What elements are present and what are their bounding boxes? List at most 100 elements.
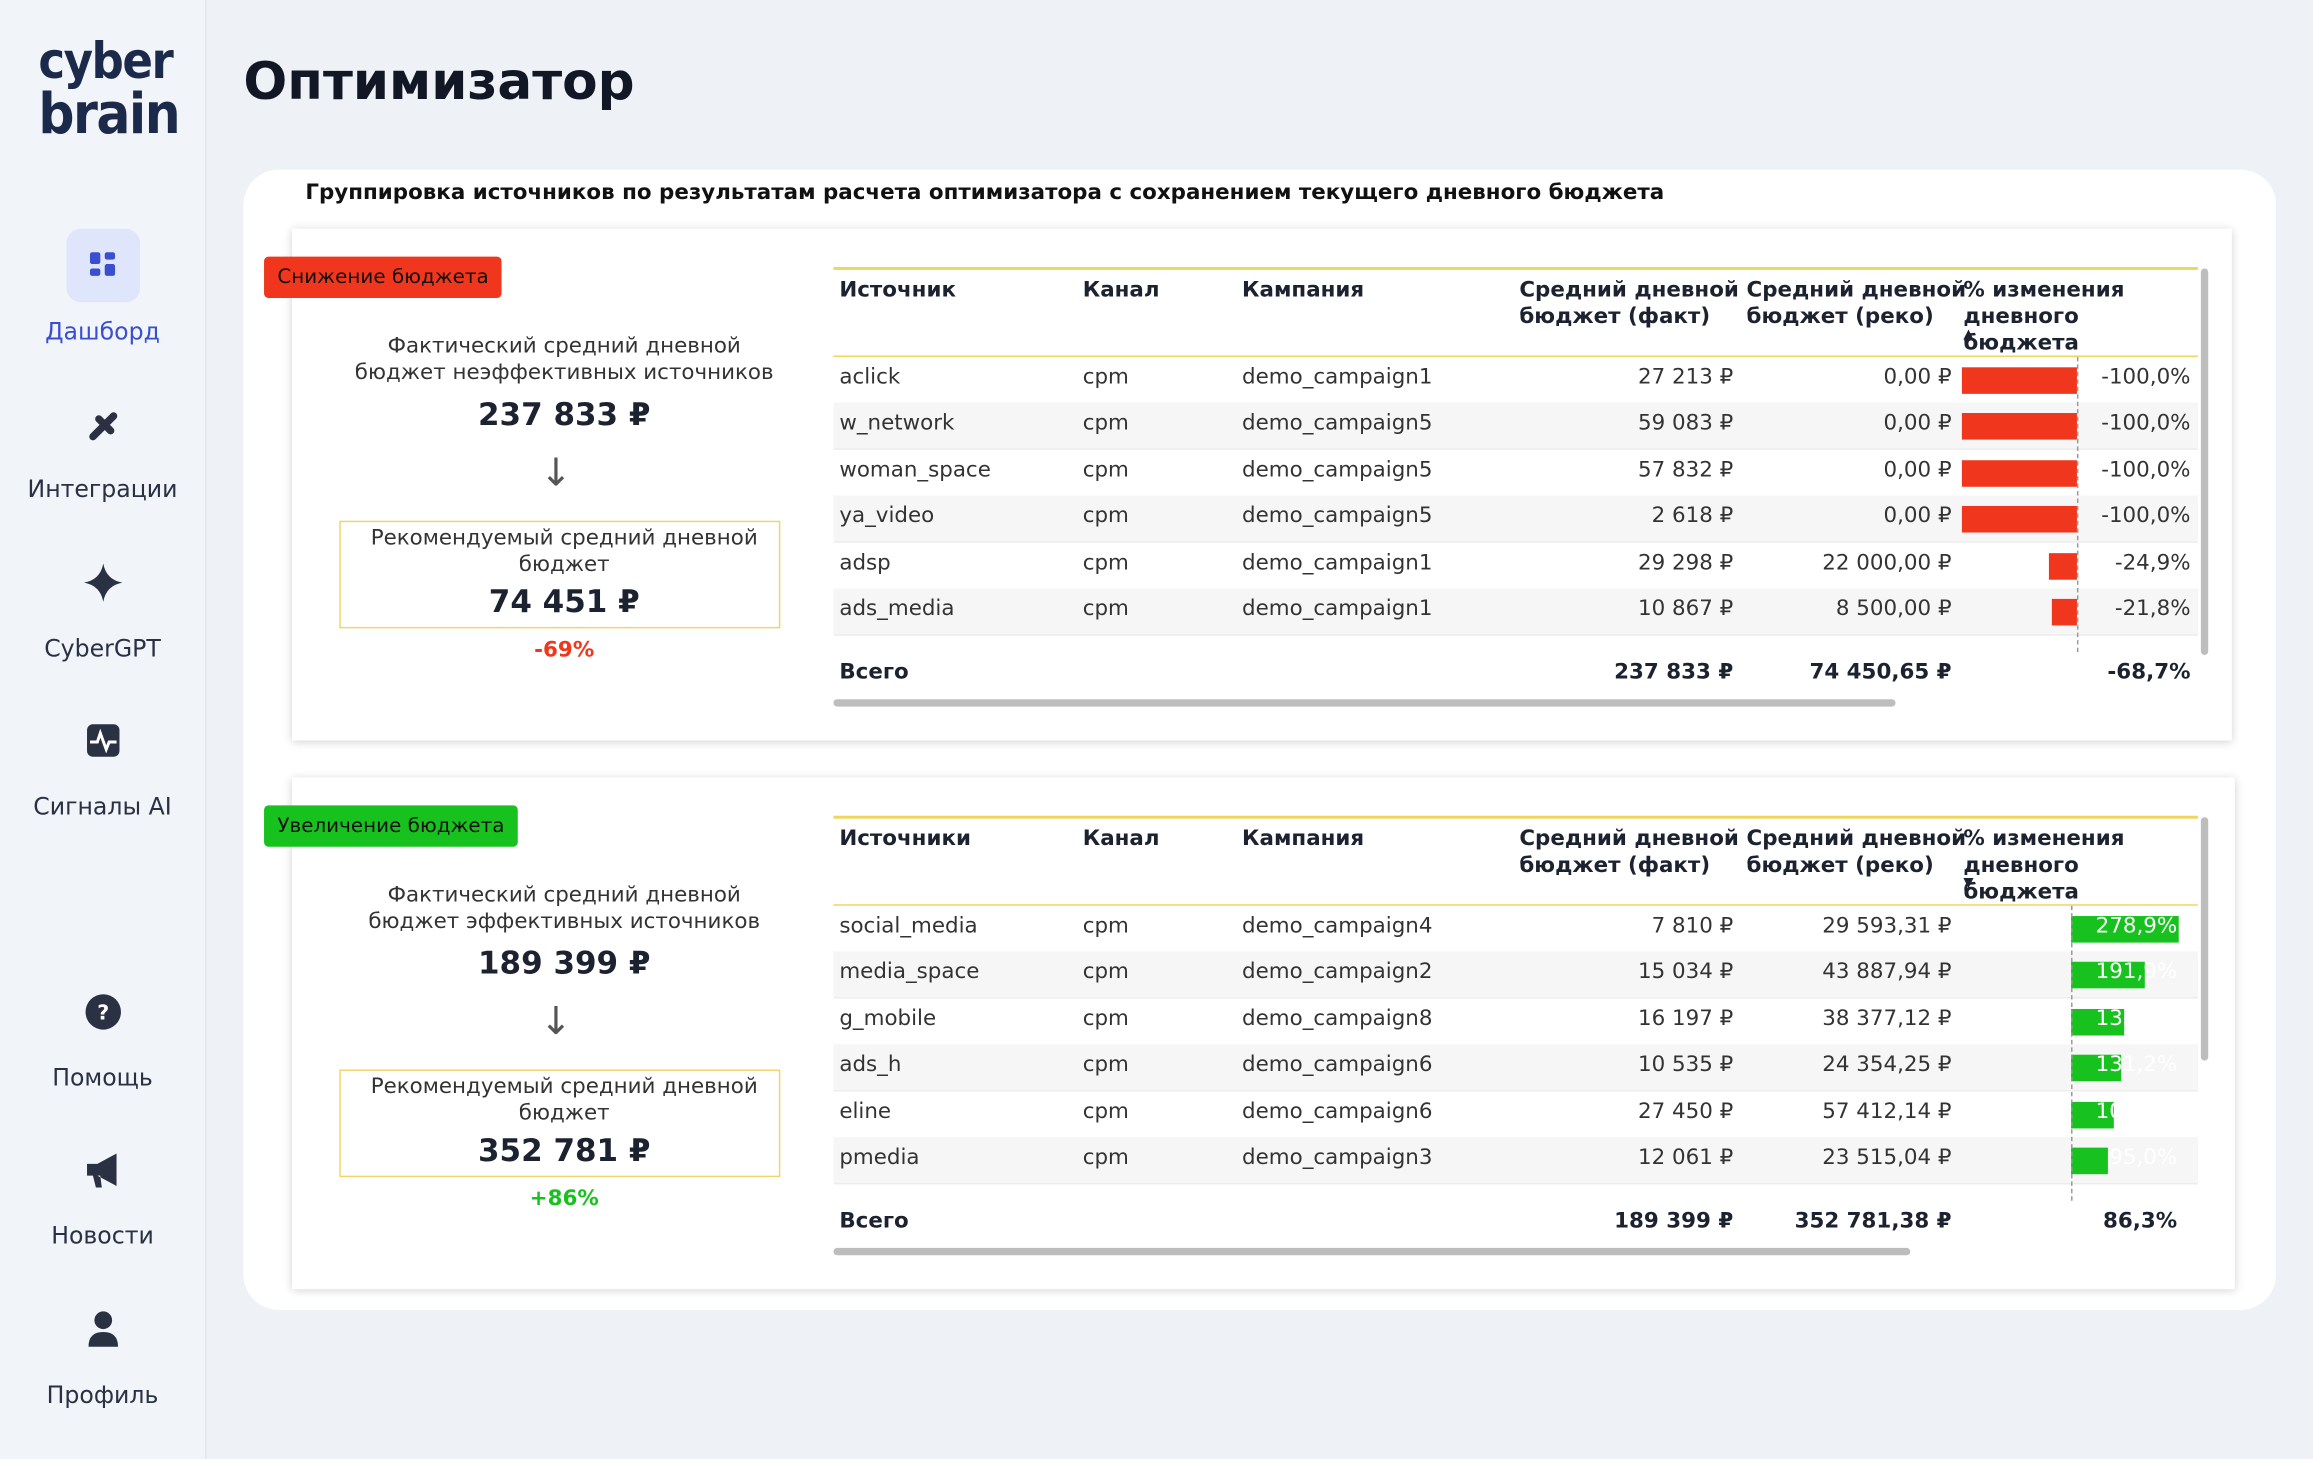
total-cell: 86,3%: [2103, 1209, 2178, 1234]
change-label: 191,9%: [2095, 960, 2178, 985]
table-cell: 2 618 ₽: [1651, 504, 1734, 529]
zero-line: [2076, 356, 2080, 652]
table-cell: demo_campaign5: [1242, 504, 1433, 529]
nav-icon: [65, 228, 140, 303]
badge: Снижение бюджета: [264, 256, 503, 298]
table-cell: demo_campaign4: [1242, 914, 1433, 939]
column-header: Средний дневной бюджет (реко): [1746, 278, 1967, 329]
change: +86%: [529, 1187, 599, 1212]
nav-icon: [86, 724, 119, 757]
scrollbar[interactable]: [833, 1247, 1911, 1256]
scrollbar[interactable]: [2200, 268, 2209, 655]
svg-text:?: ?: [97, 1000, 109, 1024]
table-row: [833, 542, 2198, 590]
nav-item[interactable]: ? Помощь: [0, 975, 205, 1092]
column-header: Канал: [1082, 827, 1160, 852]
rec-text: Рекомендуемый средний дневной бюджет: [370, 526, 758, 577]
table-cell: demo_campaign6: [1242, 1099, 1433, 1124]
change-label: 278,9%: [2095, 914, 2178, 939]
table-cell: 10 867 ₽: [1637, 597, 1734, 622]
table-cell: 7 810 ₽: [1651, 914, 1734, 939]
nav-icon: ?: [84, 994, 121, 1030]
table-cell: cpm: [1082, 504, 1129, 529]
table-cell: 43 887,94 ₽: [1822, 960, 1952, 985]
column-header: Кампания: [1242, 827, 1365, 852]
table-cell: 24 354,25 ₽: [1822, 1053, 1952, 1078]
nav-icon: [86, 1153, 116, 1188]
table-cell: demo_campaign1: [1242, 551, 1433, 575]
sidebar: cyber brain Дашборд Интеграции CyberGPT …: [0, 0, 207, 1459]
nav-label: Интеграции: [27, 474, 178, 504]
scrollbar[interactable]: [2200, 817, 2209, 1061]
column-header: % изменения дневного бюджета: [1963, 827, 2125, 905]
table-cell: 27 213 ₽: [1637, 365, 1734, 390]
change-bar: [2071, 1054, 2122, 1082]
nav-item[interactable]: Сигналы AI: [0, 704, 205, 820]
table-cell: 29 298 ₽: [1637, 551, 1734, 575]
nav-item[interactable]: Дашборд: [0, 228, 205, 346]
table-cell: 27 450 ₽: [1637, 1099, 1734, 1124]
badge: Увеличение бюджета: [264, 805, 518, 847]
column-header: % изменения дневного бюджета: [1963, 278, 2125, 356]
table-cell: ads_h: [839, 1053, 902, 1078]
zero-line: [2071, 905, 2074, 1201]
logo[interactable]: brain: [38, 81, 180, 147]
sort-indicator: ▲: [1963, 327, 1974, 343]
table-cell: 12 061 ₽: [1637, 1146, 1734, 1170]
table-cell: media_space: [839, 960, 980, 985]
nav-label: Профиль: [46, 1380, 159, 1409]
table-top-border: [833, 815, 2198, 819]
table-cell: pmedia: [839, 1146, 920, 1170]
change-label: 131,2%: [2095, 1053, 2178, 1078]
table-cell: 22 000,00 ₽: [1822, 551, 1952, 575]
table-cell: 29 593,31 ₽: [1822, 914, 1952, 939]
scrollbar[interactable]: [833, 699, 1896, 707]
change-bar: [2071, 1147, 2108, 1175]
sort-indicator: ▼: [1963, 876, 1974, 891]
total-cell: 74 450,65 ₽: [1809, 660, 1952, 685]
table-row: [833, 588, 2198, 636]
table-cell: demo_campaign5: [1242, 412, 1433, 436]
change-label: 109,2%: [2095, 1099, 2178, 1124]
nav-item[interactable]: Новости: [0, 1133, 205, 1250]
table-cell: demo_campaign3: [1242, 1146, 1433, 1170]
change-label: 95,0%: [2109, 1146, 2178, 1170]
column-header: Источник: [839, 278, 956, 303]
change: -69%: [534, 638, 595, 663]
change-label: -100,0%: [2101, 365, 2191, 390]
change-label: -100,0%: [2101, 458, 2191, 483]
table-cell: cpm: [1082, 1053, 1129, 1078]
table-row: [833, 952, 2198, 1000]
nav-item[interactable]: CyberGPT: [0, 546, 205, 662]
table-cell: g_mobile: [839, 1007, 937, 1031]
rec-value: 74 451 ₽: [488, 584, 640, 620]
logo[interactable]: cyber: [38, 32, 173, 92]
total-cell: 352 781,38 ₽: [1794, 1209, 1952, 1234]
table-cell: 8 500,00 ₽: [1835, 597, 1952, 622]
table-cell: cpm: [1082, 551, 1129, 575]
change-bar: [1961, 413, 2077, 441]
table-cell: 0,00 ₽: [1883, 412, 1952, 436]
nav-label: Дашборд: [45, 317, 160, 346]
column-header: Канал: [1082, 278, 1160, 303]
fact-value: 237 833 ₽: [478, 396, 651, 433]
table-cell: social_media: [839, 914, 978, 939]
card-title: Группировка источников по результатам ра…: [305, 181, 1665, 206]
column-header: Средний дневной бюджет (реко): [1746, 827, 1967, 878]
change-bar: [2071, 1008, 2124, 1036]
table-cell: 59 083 ₽: [1637, 412, 1734, 436]
change-bar: [1961, 506, 2077, 533]
nav-label: Новости: [51, 1221, 154, 1250]
table-cell: cpm: [1082, 1007, 1129, 1031]
table-cell: demo_campaign2: [1242, 960, 1433, 985]
arrow: ↓: [539, 1000, 573, 1045]
nav-item[interactable]: Интеграции: [0, 386, 205, 503]
table-cell: 15 034 ₽: [1637, 960, 1734, 985]
table-row: [833, 998, 2198, 1046]
change-bar: [2071, 1101, 2114, 1128]
nav-item[interactable]: Профиль: [0, 1292, 205, 1409]
table-cell: cpm: [1082, 365, 1129, 390]
total-label: Всего: [839, 660, 909, 685]
